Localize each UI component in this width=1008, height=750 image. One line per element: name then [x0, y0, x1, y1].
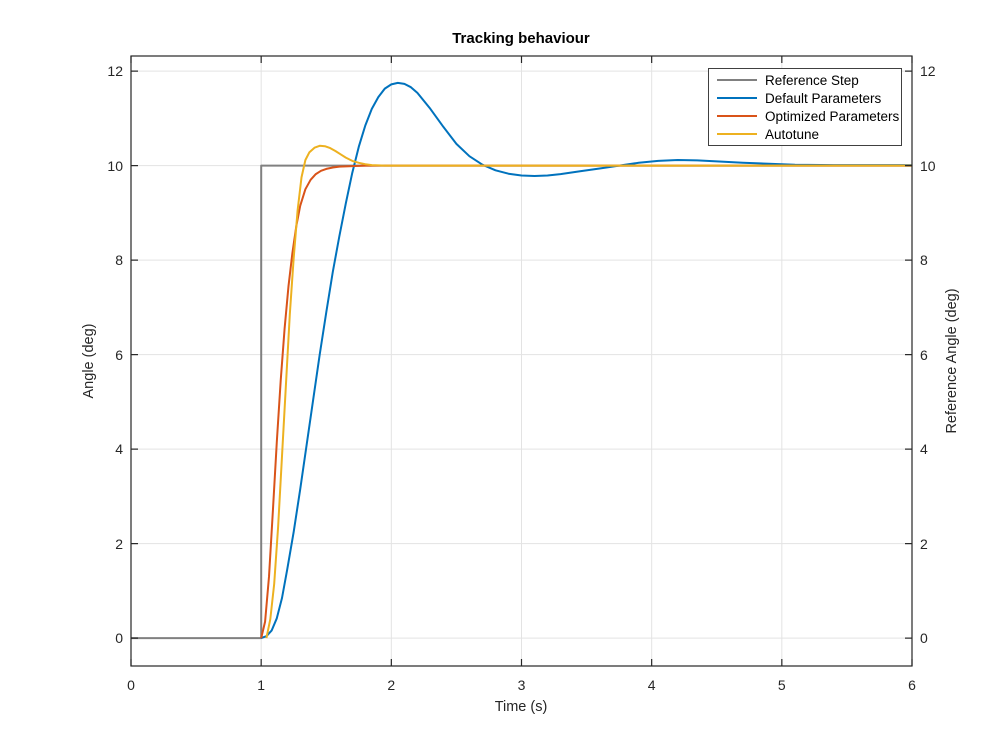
- legend-item-label: Reference Step: [765, 72, 859, 88]
- legend-item-label: Autotune: [765, 126, 820, 142]
- legend: Reference Step Default Parameters Optimi…: [708, 68, 902, 146]
- x-tick-label: 2: [387, 677, 396, 693]
- x-tick-label: 5: [777, 677, 786, 693]
- legend-line-sample: [717, 78, 757, 82]
- x-tick-label: 6: [908, 677, 916, 693]
- y-tick-label-right: 6: [920, 346, 928, 363]
- series-line-default-parameters: [260, 81, 912, 640]
- y-tick-label-right: 12: [920, 63, 936, 80]
- legend-item: Optimized Parameters: [709, 107, 901, 125]
- y-tick-label-right: 8: [920, 252, 928, 269]
- y-tick-label-left: 12: [107, 63, 123, 80]
- y-tick-label-left: 8: [115, 252, 123, 269]
- x-axis-label: Time (s): [494, 699, 548, 715]
- legend-line-sample: [717, 96, 757, 100]
- series-line-optimized-parameters: [260, 164, 912, 639]
- y-tick-label-right: 0: [920, 630, 928, 647]
- x-tick-label: 1: [257, 677, 266, 693]
- legend-item-label: Default Parameters: [765, 90, 882, 106]
- y-tick-label-left: 4: [115, 441, 123, 458]
- x-tick-label: 3: [517, 677, 526, 693]
- legend-item: Reference Step: [709, 71, 901, 89]
- legend-line-sample: [717, 132, 757, 136]
- y-tick-label-right: 2: [920, 535, 928, 552]
- y-axis-label-right: Reference Angle (deg): [944, 288, 960, 434]
- y-tick-label-left: 6: [115, 346, 123, 363]
- legend-item: Autotune: [709, 125, 901, 143]
- legend-item-label: Optimized Parameters: [765, 108, 900, 124]
- x-tick-label: 0: [127, 677, 135, 693]
- legend-line-sample: [717, 114, 757, 118]
- series-line-autotune: [265, 144, 912, 639]
- y-tick-label-right: 10: [920, 157, 936, 174]
- y-tick-label-left: 10: [107, 157, 123, 174]
- x-tick-label: 4: [647, 677, 656, 693]
- y-tick-label-left: 0: [115, 630, 123, 647]
- y-tick-label-right: 4: [920, 441, 928, 458]
- y-tick-label-left: 2: [115, 535, 123, 552]
- legend-item: Default Parameters: [709, 89, 901, 107]
- chart-title: Tracking behaviour: [452, 30, 590, 47]
